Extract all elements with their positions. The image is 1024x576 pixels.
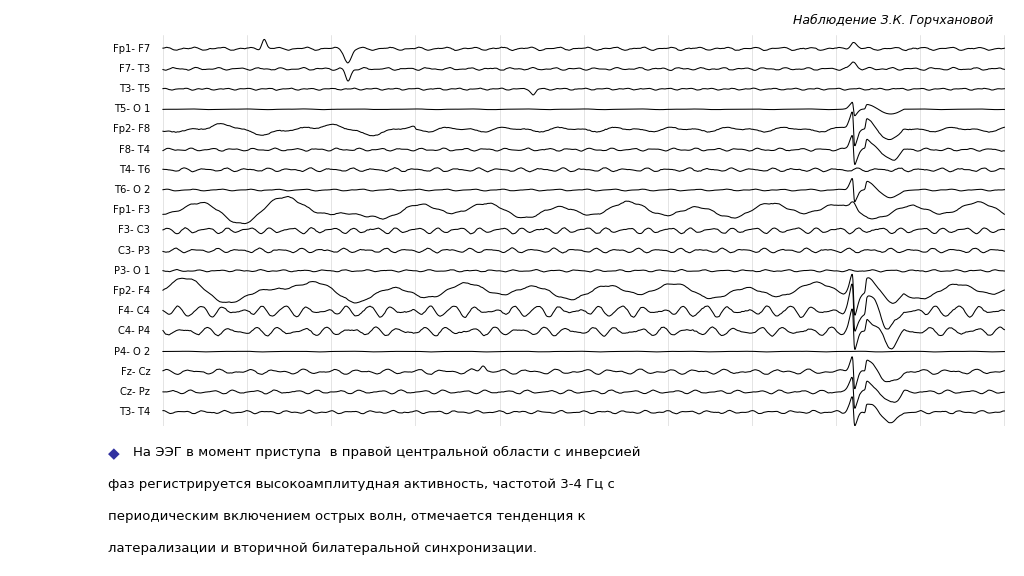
Text: F7- T3: F7- T3 [119,64,151,74]
Text: латерализации и вторичной билатеральной синхронизации.: латерализации и вторичной билатеральной … [108,541,537,555]
Text: T5- O 1: T5- O 1 [114,104,151,114]
Text: P4- O 2: P4- O 2 [114,347,151,357]
Text: F4- C4: F4- C4 [119,306,151,316]
Text: P3- O 1: P3- O 1 [114,266,151,276]
Text: периодическим включением острых волн, отмечается тенденция к: периодическим включением острых волн, от… [108,510,585,523]
Text: Fp1- F7: Fp1- F7 [113,44,151,54]
Text: F8- T4: F8- T4 [120,145,151,154]
Text: Fp2- F4: Fp2- F4 [114,286,151,296]
Text: Fz- Cz: Fz- Cz [121,367,151,377]
Text: C4- P4: C4- P4 [118,327,151,336]
Text: F3- C3: F3- C3 [119,225,151,236]
Text: T3- T4: T3- T4 [119,407,151,417]
Text: T3- T5: T3- T5 [119,84,151,94]
Text: ◆: ◆ [108,446,119,461]
Text: фаз регистрируется высокоамплитудная активность, частотой 3-4 Гц с: фаз регистрируется высокоамплитудная акт… [108,478,614,491]
Text: Cz- Pz: Cz- Pz [121,387,151,397]
Text: T4- T6: T4- T6 [119,165,151,175]
Text: C3- P3: C3- P3 [118,245,151,256]
Text: Fp1- F3: Fp1- F3 [114,205,151,215]
Text: T6- O 2: T6- O 2 [114,185,151,195]
Text: Наблюдение З.К. Горчхановой: Наблюдение З.К. Горчхановой [793,14,993,28]
Text: На ЭЭГ в момент приступа  в правой центральной области с инверсией: На ЭЭГ в момент приступа в правой центра… [133,446,641,460]
Text: Fp2- F8: Fp2- F8 [114,124,151,134]
